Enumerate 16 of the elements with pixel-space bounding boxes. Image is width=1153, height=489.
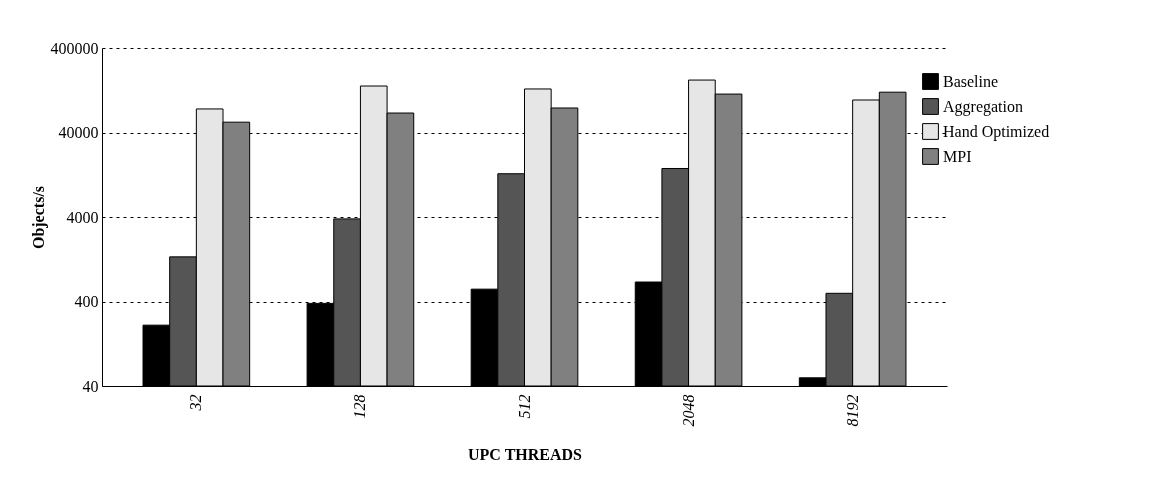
x-axis-title: UPC THREADS [468,445,583,463]
legend-label: Baseline [943,72,999,90]
legend-label: Hand Optimized [943,122,1050,141]
y-axis-title: Objects/s [29,185,48,250]
y-tick-label: 400000 [50,39,99,57]
y-tick-label: 400 [74,293,99,310]
y-tick-label: 40 [82,377,99,395]
x-tick-label: 2048 [679,394,697,427]
x-tick-label: 512 [515,394,533,419]
y-tick-label: 4000 [66,208,99,226]
x-tick-label: 128 [351,394,369,419]
x-tick-label: 8192 [843,394,861,427]
x-tick-label: 32 [187,394,205,412]
y-tick-label: 40000 [58,124,99,141]
legend-label: MPI [943,147,972,165]
legend-label: Aggregation [943,97,1023,116]
